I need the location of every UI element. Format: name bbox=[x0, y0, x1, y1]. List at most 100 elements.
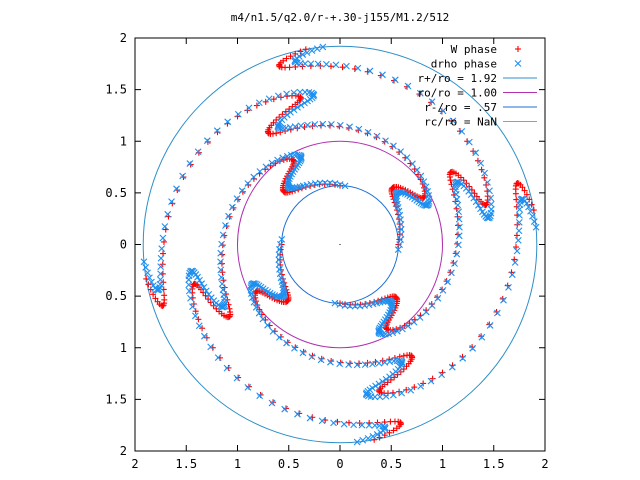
drho-phase-point bbox=[287, 108, 294, 116]
drho-phase-point bbox=[290, 106, 298, 114]
drho-phase-point bbox=[401, 190, 409, 197]
drho-phase-point bbox=[283, 152, 291, 160]
drho-phase-point bbox=[202, 287, 210, 295]
drho-phase-point bbox=[340, 420, 348, 428]
drho-phase-point bbox=[307, 60, 315, 68]
drho-phase-point bbox=[397, 231, 405, 238]
x-tick-label: 1.5 bbox=[175, 457, 197, 471]
drho-phase-point bbox=[454, 201, 462, 209]
drho-phase-point bbox=[293, 184, 301, 191]
drho-phase-point bbox=[314, 60, 322, 68]
drho-phase-point bbox=[361, 302, 369, 309]
drho-phase-point bbox=[157, 270, 164, 278]
drho-phase-point bbox=[330, 419, 337, 427]
drho-phase-point bbox=[403, 154, 411, 162]
drho-phase-point bbox=[409, 160, 416, 168]
drho-phase-point bbox=[269, 291, 276, 298]
drho-phase-point bbox=[259, 315, 267, 323]
drho-phase-point bbox=[369, 360, 376, 368]
drho-phase-point bbox=[295, 53, 303, 60]
phase-points bbox=[140, 43, 540, 446]
drho-phase-point bbox=[388, 302, 396, 310]
drho-phase-point bbox=[395, 207, 403, 215]
y-tick-label: 2 bbox=[120, 444, 127, 458]
drho-phase-point bbox=[406, 192, 414, 200]
drho-phase-point bbox=[399, 189, 407, 197]
drho-phase-point bbox=[364, 434, 372, 442]
drho-phase-point bbox=[500, 296, 507, 304]
drho-phase-point bbox=[291, 123, 299, 131]
drho-phase-point bbox=[219, 231, 227, 239]
y-tick-label: 2 bbox=[120, 31, 127, 45]
drho-phase-point bbox=[364, 128, 372, 136]
drho-phase-point bbox=[343, 62, 350, 70]
drho-phase-point bbox=[252, 304, 260, 311]
drho-phase-point bbox=[379, 71, 386, 79]
drho-phase-point bbox=[472, 198, 480, 206]
drho-phase-point bbox=[157, 254, 165, 262]
drho-phase-point bbox=[397, 236, 404, 243]
drho-phase-point bbox=[217, 249, 225, 257]
drho-phase-point bbox=[195, 322, 203, 330]
drho-phase-point bbox=[481, 169, 489, 177]
drho-phase-point bbox=[290, 89, 298, 97]
drho-phase-point bbox=[371, 393, 379, 401]
drho-phase-point bbox=[486, 322, 494, 329]
drho-phase-point bbox=[283, 90, 290, 98]
drho-phase-point bbox=[455, 232, 463, 240]
legend-label: r-/ro = .57 bbox=[424, 101, 497, 114]
drho-phase-point bbox=[301, 88, 309, 96]
circle-ro bbox=[237, 140, 443, 349]
drho-phase-point bbox=[218, 303, 226, 311]
drho-phase-point bbox=[332, 61, 340, 69]
drho-phase-point bbox=[234, 110, 242, 118]
drho-phase-point bbox=[213, 127, 221, 135]
drho-phase-point bbox=[381, 358, 389, 366]
drho-phase-point bbox=[372, 382, 379, 390]
drho-phase-point bbox=[186, 160, 194, 167]
drho-phase-point bbox=[311, 121, 319, 128]
drho-phase-point bbox=[354, 64, 362, 72]
drho-phase-point bbox=[297, 122, 305, 130]
drho-phase-point bbox=[364, 392, 372, 400]
drho-phase-point bbox=[448, 363, 456, 371]
drho-phase-point bbox=[427, 377, 435, 385]
drho-phase-point bbox=[479, 208, 486, 216]
drho-phase-point bbox=[238, 187, 246, 195]
drho-phase-point bbox=[185, 281, 193, 289]
drho-phase-point bbox=[157, 263, 165, 271]
drho-phase-point bbox=[265, 95, 273, 103]
drho-phase-point bbox=[274, 92, 282, 100]
drho-phase-point bbox=[244, 383, 252, 391]
drho-phase-point bbox=[217, 258, 224, 266]
drho-phase-point bbox=[384, 297, 391, 305]
drho-phase-point bbox=[140, 258, 148, 266]
drho-phase-point bbox=[382, 392, 390, 400]
drho-phase-point bbox=[346, 302, 354, 310]
drho-phase-point bbox=[366, 67, 374, 75]
drho-phase-point bbox=[389, 329, 397, 337]
drho-phase-point bbox=[307, 180, 315, 188]
drho-phase-point bbox=[351, 302, 359, 310]
drho-phase-point bbox=[283, 339, 290, 347]
drho-phase-point bbox=[294, 103, 301, 111]
drho-phase-point bbox=[444, 278, 451, 286]
drho-phase-point bbox=[454, 241, 462, 249]
drho-phase-point bbox=[277, 240, 284, 248]
drho-phase-point bbox=[287, 151, 295, 159]
drho-phase-point bbox=[379, 330, 387, 338]
drho-phase-point bbox=[336, 121, 344, 129]
drho-phase-point bbox=[262, 163, 270, 171]
drho-phase-point bbox=[472, 149, 480, 157]
drho-phase-point bbox=[438, 371, 446, 379]
drho-phase-point bbox=[194, 273, 201, 281]
drho-phase-point bbox=[376, 422, 383, 430]
drho-phase-point bbox=[336, 181, 344, 188]
drho-phase-point bbox=[275, 251, 283, 258]
drho-phase-point bbox=[416, 89, 424, 97]
drho-phase-point bbox=[486, 187, 493, 195]
drho-phase-point bbox=[358, 421, 366, 429]
legend-label: drho phase bbox=[431, 58, 497, 71]
drho-phase-point bbox=[514, 60, 522, 67]
